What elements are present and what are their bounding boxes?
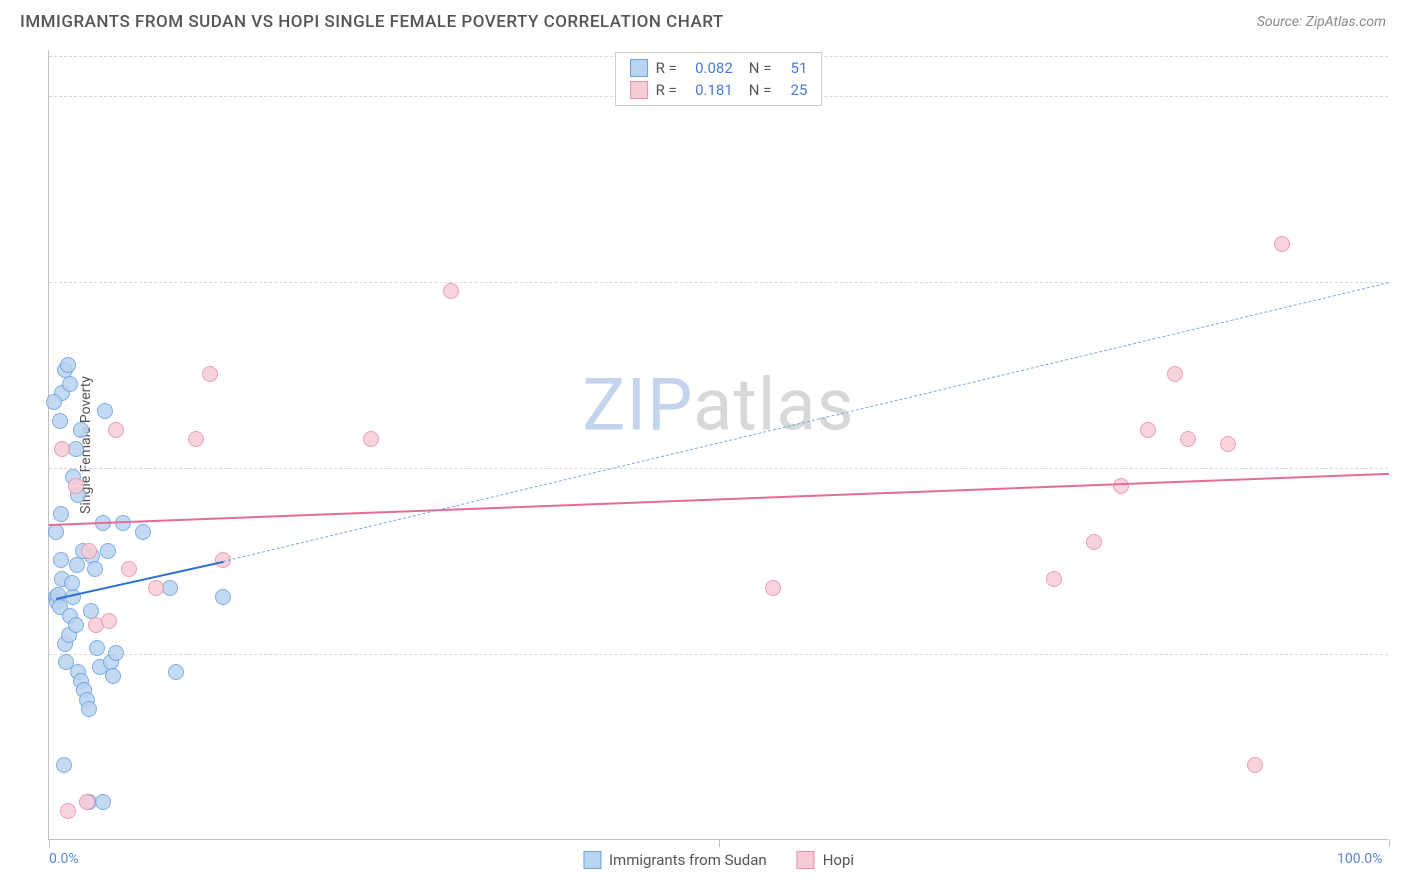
data-point xyxy=(108,645,124,661)
data-point xyxy=(100,543,116,559)
x-tick xyxy=(719,839,720,847)
trend-line xyxy=(49,473,1389,526)
legend-swatch xyxy=(630,81,648,99)
data-point xyxy=(81,543,97,559)
n-value: 51 xyxy=(779,59,807,77)
legend-stats: R = 0.082 N = 51 R = 0.181 N = 25 xyxy=(615,52,823,106)
data-point xyxy=(108,422,124,438)
data-point xyxy=(87,561,103,577)
data-point xyxy=(54,441,70,457)
data-point xyxy=(1086,534,1102,550)
data-point xyxy=(1167,366,1183,382)
data-point xyxy=(443,283,459,299)
data-point xyxy=(89,640,105,656)
chart-source: Source: ZipAtlas.com xyxy=(1257,14,1386,30)
trend-line-dashed xyxy=(223,282,1389,562)
x-tick xyxy=(49,839,50,847)
data-point xyxy=(81,701,97,717)
gridline-h xyxy=(49,282,1388,283)
gridline-h xyxy=(49,654,1388,655)
legend-swatch xyxy=(630,59,648,77)
data-point xyxy=(1180,431,1196,447)
n-value: 25 xyxy=(779,81,807,99)
data-point xyxy=(97,403,113,419)
chart-title: IMMIGRANTS FROM SUDAN VS HOPI SINGLE FEM… xyxy=(20,12,724,32)
data-point xyxy=(1113,478,1129,494)
data-point xyxy=(53,506,69,522)
data-point xyxy=(1046,571,1062,587)
data-point xyxy=(52,413,68,429)
legend-series: Immigrants from Sudan Hopi xyxy=(583,851,854,869)
data-point xyxy=(1220,436,1236,452)
legend-label: Hopi xyxy=(823,851,854,869)
data-point xyxy=(105,668,121,684)
data-point xyxy=(62,376,78,392)
data-point xyxy=(1274,236,1290,252)
n-label: N = xyxy=(749,81,772,99)
gridline-h xyxy=(49,468,1388,469)
data-point xyxy=(168,664,184,680)
chart-header: IMMIGRANTS FROM SUDAN VS HOPI SINGLE FEM… xyxy=(0,0,1406,40)
x-tick-label: 0.0% xyxy=(49,851,79,867)
r-label: R = xyxy=(656,59,677,77)
r-label: R = xyxy=(656,81,677,99)
data-point xyxy=(48,524,64,540)
data-point xyxy=(363,431,379,447)
data-point xyxy=(56,757,72,773)
data-point xyxy=(68,617,84,633)
legend-stats-row: R = 0.082 N = 51 xyxy=(630,57,808,79)
legend-stats-row: R = 0.181 N = 25 xyxy=(630,79,808,101)
data-point xyxy=(79,794,95,810)
data-point xyxy=(46,394,62,410)
x-tick-label: 100.0% xyxy=(1337,851,1382,867)
data-point xyxy=(765,580,781,596)
data-point xyxy=(202,366,218,382)
legend-item: Immigrants from Sudan xyxy=(583,851,767,869)
legend-swatch xyxy=(797,851,815,869)
data-point xyxy=(64,575,80,591)
data-point xyxy=(1247,757,1263,773)
data-point xyxy=(1140,422,1156,438)
x-tick xyxy=(1389,839,1390,847)
plot-area xyxy=(49,50,1388,839)
data-point xyxy=(95,794,111,810)
data-point xyxy=(60,803,76,819)
data-point xyxy=(60,357,76,373)
r-value: 0.181 xyxy=(685,81,733,99)
legend-item: Hopi xyxy=(797,851,854,869)
legend-label: Immigrants from Sudan xyxy=(609,851,767,869)
data-point xyxy=(69,557,85,573)
data-point xyxy=(148,580,164,596)
data-point xyxy=(121,561,137,577)
legend-swatch xyxy=(583,851,601,869)
data-point xyxy=(68,478,84,494)
scatter-chart: Single Female Poverty ZIPatlas 20.0%40.0… xyxy=(48,50,1388,840)
data-point xyxy=(101,613,117,629)
r-value: 0.082 xyxy=(685,59,733,77)
data-point xyxy=(73,422,89,438)
data-point xyxy=(215,589,231,605)
data-point xyxy=(135,524,151,540)
data-point xyxy=(53,552,69,568)
data-point xyxy=(188,431,204,447)
n-label: N = xyxy=(749,59,772,77)
